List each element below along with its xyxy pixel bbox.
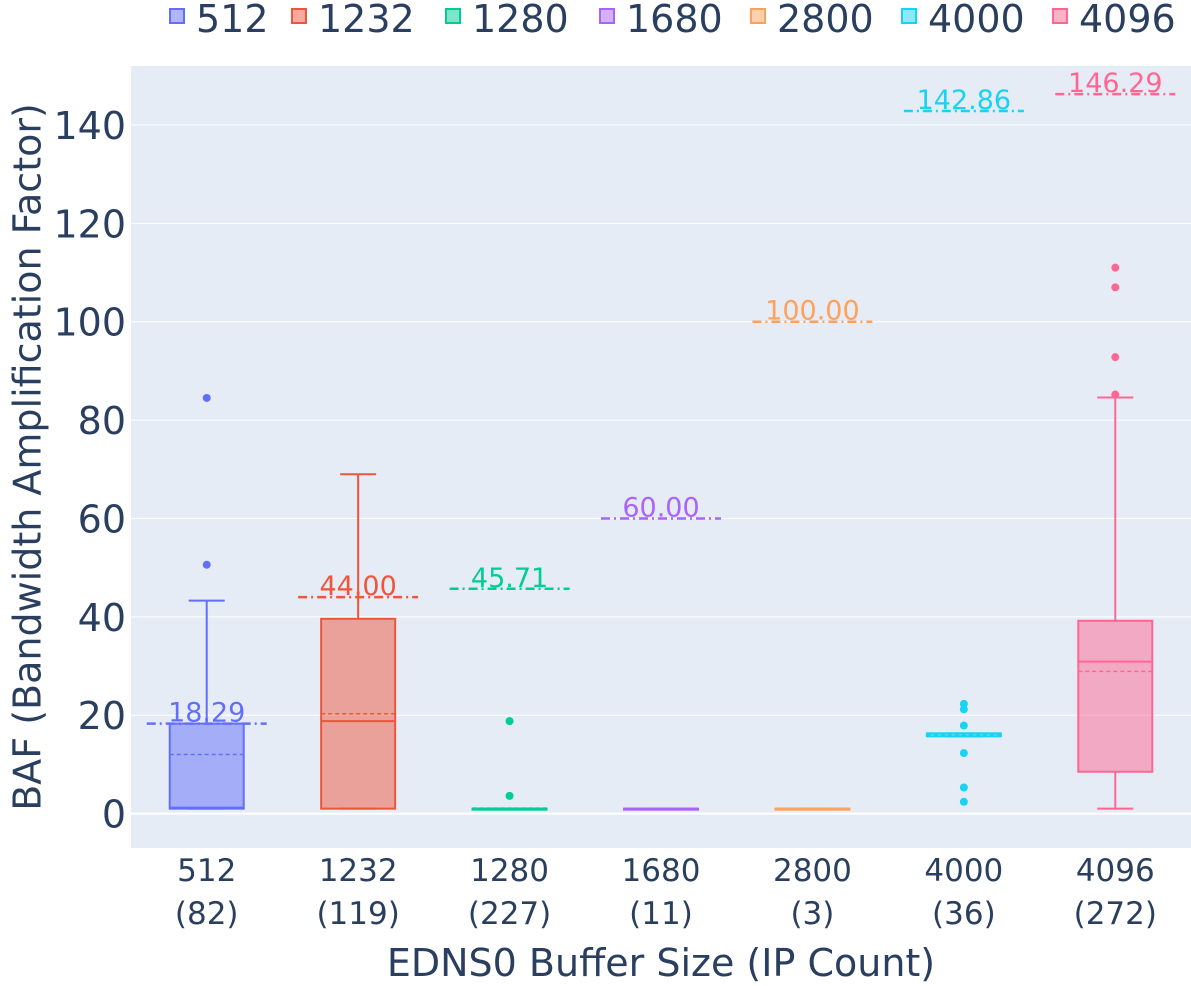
box-iqr — [1077, 619, 1154, 773]
y-axis-ticks: 0 20 40 60 80 100 120 140 — [53, 104, 126, 837]
outlier-point — [202, 560, 211, 569]
legend-label: 4096 — [1079, 0, 1176, 41]
outlier-point — [959, 749, 968, 758]
box-1680 — [623, 807, 699, 811]
y-tick-label: 60 — [78, 497, 126, 541]
legend-item-4000[interactable]: 4000 — [901, 0, 1025, 41]
legend-item-1232[interactable]: 1232 — [291, 0, 415, 41]
legend-item-4096[interactable]: 4096 — [1052, 0, 1176, 41]
outlier-point — [1111, 390, 1120, 399]
legend-swatch — [901, 8, 917, 24]
outlier-point — [959, 797, 968, 806]
x-tick-sublabel: (82) — [175, 896, 239, 932]
legend-swatch — [169, 8, 185, 24]
max-label-1232: 44.00 — [319, 571, 396, 602]
legend-swatch — [445, 8, 461, 24]
legend-label: 4000 — [928, 0, 1025, 41]
y-tick-label: 80 — [78, 399, 126, 443]
x-tick-label: 4000 — [924, 853, 1003, 889]
max-label-1680: 60.00 — [622, 492, 699, 523]
legend-item-1280[interactable]: 1280 — [445, 0, 569, 41]
outlier-point — [959, 721, 968, 730]
x-tick-sublabel: (119) — [316, 896, 399, 932]
legend-swatch — [291, 8, 307, 24]
x-axis-ticks: 512 (82) 1232 (119) 1280 (227) 1680 (11) 2800 (3)… — [175, 853, 1157, 932]
legend-item-512[interactable]: 512 — [169, 0, 269, 41]
legend-swatch — [1052, 8, 1068, 24]
box-4096 — [1077, 263, 1154, 810]
max-label-1280: 45.71 — [471, 563, 548, 594]
x-tick-sublabel: (227) — [468, 896, 551, 932]
x-tick-label: 1232 — [319, 853, 398, 889]
outlier-point — [505, 717, 514, 726]
legend-label: 512 — [196, 0, 269, 41]
y-gridlines — [131, 124, 1191, 815]
x-tick-label: 2800 — [773, 853, 852, 889]
legend-swatch — [750, 8, 766, 24]
y-tick-label: 120 — [53, 202, 126, 246]
legend-item-1680[interactable]: 1680 — [599, 0, 723, 41]
legend-label: 1280 — [472, 0, 569, 41]
legend-label: 2800 — [777, 0, 874, 41]
x-tick-label: 512 — [177, 853, 236, 889]
outlier-point — [1111, 263, 1120, 272]
plot-background — [131, 66, 1191, 848]
outlier-point — [959, 699, 968, 708]
y-axis-title: BAF (Bandwidth Amplification Factor) — [6, 103, 50, 811]
legend-item-2800[interactable]: 2800 — [750, 0, 874, 41]
box-1232 — [320, 473, 397, 810]
x-tick-label: 1680 — [622, 853, 701, 889]
legend-label: 1232 — [318, 0, 415, 41]
box-512 — [168, 393, 245, 810]
chart-legend[interactable]: 512 1232 1280 1680 2800 4000 4096 — [169, 0, 1176, 41]
max-label-2800: 100.00 — [765, 296, 859, 327]
y-tick-label: 20 — [78, 694, 126, 738]
outlier-point — [1111, 283, 1120, 292]
box-series — [168, 263, 1154, 811]
outlier-point — [1111, 353, 1120, 362]
x-tick-sublabel: (11) — [629, 896, 693, 932]
x-tick-sublabel: (272) — [1074, 896, 1157, 932]
legend-label: 1680 — [626, 0, 723, 41]
x-axis-title: EDNS0 Buffer Size (IP Count) — [387, 941, 935, 985]
max-label-4000: 142.86 — [917, 85, 1011, 116]
outlier-point — [959, 783, 968, 792]
outlier-point — [202, 393, 211, 402]
x-tick-sublabel: (3) — [790, 896, 834, 932]
x-tick-sublabel: (36) — [932, 896, 996, 932]
y-tick-label: 0 — [102, 793, 126, 837]
y-tick-label: 140 — [53, 104, 126, 148]
y-tick-label: 40 — [78, 596, 126, 640]
box-iqr — [168, 722, 245, 810]
y-tick-label: 100 — [53, 301, 126, 345]
max-label-4096: 146.29 — [1068, 68, 1162, 99]
box-2800 — [774, 807, 851, 811]
legend-swatch — [599, 8, 615, 24]
outlier-point — [505, 791, 514, 800]
max-annotations: 18.29 44.00 45.71 60.00 100.00 142.86 146.29 — [146, 68, 1176, 729]
x-tick-label: 1280 — [470, 853, 549, 889]
x-tick-label: 4096 — [1076, 853, 1155, 889]
box-4000 — [925, 699, 1002, 806]
box-1280 — [471, 717, 548, 811]
max-label-512: 18.29 — [168, 698, 245, 729]
